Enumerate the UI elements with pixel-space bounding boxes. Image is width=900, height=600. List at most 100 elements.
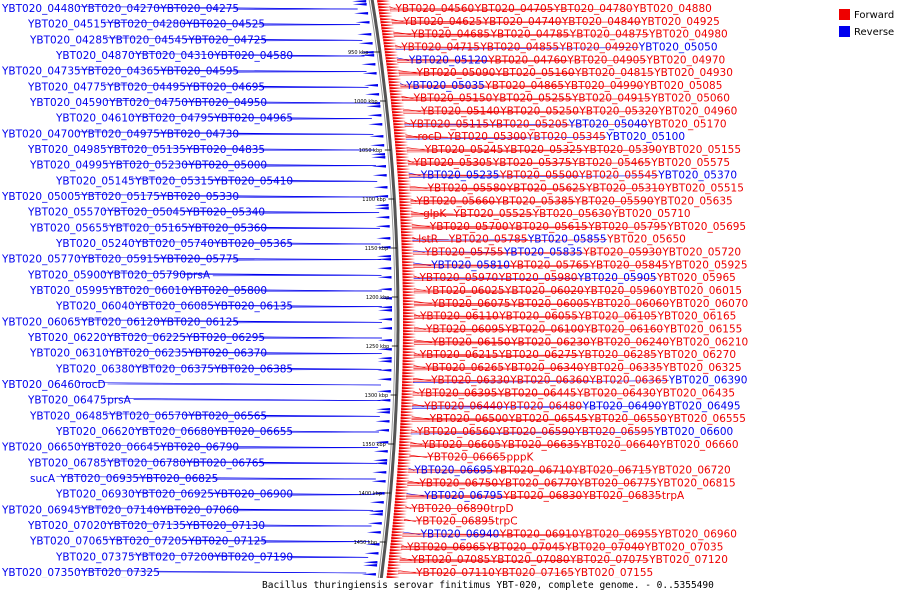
connector-line	[235, 509, 373, 512]
connector-line	[404, 124, 648, 127]
forward-feature-arrow	[393, 516, 407, 519]
connector-line	[410, 444, 581, 446]
connector-line	[184, 39, 363, 41]
forward-feature-arrow	[393, 513, 407, 516]
connector-line	[405, 507, 491, 510]
gene-label: YBT020_05090	[416, 67, 496, 79]
forward-feature-arrow	[395, 147, 409, 150]
connector-line	[407, 482, 578, 485]
connector-line	[391, 20, 483, 23]
gene-label: YBT020_04285	[29, 34, 109, 46]
connector-line	[263, 415, 380, 418]
reverse-feature-arrow	[361, 63, 376, 66]
gene-label: YBT020_06900	[213, 489, 293, 501]
reverse-feature-arrow	[378, 306, 392, 309]
gene-label: lstR	[418, 234, 438, 246]
gene-label: YBT020_06265	[424, 362, 504, 374]
connector-line	[413, 341, 670, 345]
forward-feature-arrow	[402, 297, 416, 300]
connector-line	[210, 242, 381, 245]
forward-feature-arrow	[397, 177, 411, 180]
connector-line	[289, 494, 375, 496]
forward-feature-arrow	[389, 90, 403, 93]
forward-feature-arrow	[399, 438, 413, 441]
connector-line	[413, 367, 664, 371]
connector-line	[210, 180, 378, 182]
gene-label: YBT020_05000	[187, 160, 267, 172]
gene-label: YBT020_06210	[669, 336, 749, 348]
reverse-feature-arrow	[376, 237, 391, 240]
connector-line	[261, 525, 372, 527]
gene-label: YBT020_06660	[659, 439, 739, 451]
genome-backbone-arc	[368, 0, 400, 600]
backbone-inner-line	[368, 0, 396, 600]
connector-line	[396, 59, 489, 61]
backbone-line	[370, 0, 400, 600]
gene-label: YBT020_05170	[647, 118, 727, 130]
reverse-feature-arrow	[363, 564, 378, 567]
connector-line	[182, 23, 360, 25]
connector-line	[413, 316, 579, 318]
connector-line	[413, 379, 511, 381]
connector-line	[411, 224, 430, 228]
connector-line	[263, 541, 370, 543]
forward-feature-arrow	[401, 399, 415, 402]
connector-line	[413, 265, 669, 268]
forward-feature-arrow	[402, 282, 416, 285]
gene-label: YBT020_06390	[668, 375, 748, 387]
gene-label: YBT020_04480	[1, 3, 81, 15]
forward-feature-arrow	[397, 471, 411, 474]
forward-feature-arrow	[403, 321, 416, 324]
forward-feature-arrow	[402, 285, 416, 288]
tick-label: 1200 kbp	[366, 295, 390, 301]
connector-line	[413, 301, 432, 305]
connector-line	[404, 124, 569, 126]
forward-feature-arrow	[394, 135, 408, 138]
connector-line	[210, 493, 375, 496]
reverse-feature-arrow	[371, 480, 386, 483]
connector-line	[410, 201, 655, 204]
forward-feature-arrow	[392, 522, 406, 525]
connector-line	[413, 341, 591, 344]
connector-line	[263, 102, 371, 104]
connector-line	[210, 305, 382, 308]
gene-label: YBT020_05165	[108, 222, 188, 234]
forward-feature-arrow	[402, 300, 416, 303]
reverse-feature-arrow	[367, 522, 382, 525]
gene-label: YBT020_05245	[424, 144, 504, 156]
legend-forward-label: Forward	[854, 10, 894, 21]
forward-feature-arrow	[402, 366, 416, 369]
connector-line	[400, 547, 566, 549]
forward-feature-arrow	[394, 132, 408, 135]
forward-feature-arrow	[394, 510, 407, 513]
connector-line	[408, 470, 653, 473]
gene-label: YBT020_05580	[427, 183, 507, 195]
gene-label: YBT020_05790	[106, 269, 186, 281]
connector-line	[407, 162, 652, 166]
gene-label: YBT020_05120	[408, 54, 488, 66]
forward-feature-arrow	[392, 525, 406, 528]
gene-label: YBT020_06105	[577, 311, 657, 323]
forward-feature-arrow	[402, 345, 416, 348]
gene-label: YBT020_06295	[185, 332, 265, 344]
forward-feature-arrow	[400, 210, 413, 213]
connector-line	[289, 556, 368, 559]
connector-line	[184, 164, 377, 166]
connector-line	[406, 495, 583, 497]
gene-label: YBT020_05810	[430, 259, 510, 271]
reverse-feature-arrow	[373, 450, 388, 453]
reverse-feature-arrow	[365, 93, 380, 96]
connector-line	[184, 352, 382, 355]
gene-label: YBT020_07205	[108, 536, 188, 548]
forward-feature-arrow	[402, 303, 416, 306]
forward-feature-arrow	[398, 180, 412, 183]
gene-label: YBT020_04715	[400, 42, 480, 54]
reverse-feature-arrow	[366, 105, 381, 108]
connector-line	[407, 162, 573, 164]
gene-label: YBT020_06395	[418, 388, 498, 400]
connector-line	[235, 134, 374, 136]
connector-line	[399, 557, 412, 561]
gene-label: rocD	[418, 131, 442, 143]
gene-label: YBT020_05770	[1, 254, 81, 266]
forward-feature-arrow	[401, 234, 415, 237]
